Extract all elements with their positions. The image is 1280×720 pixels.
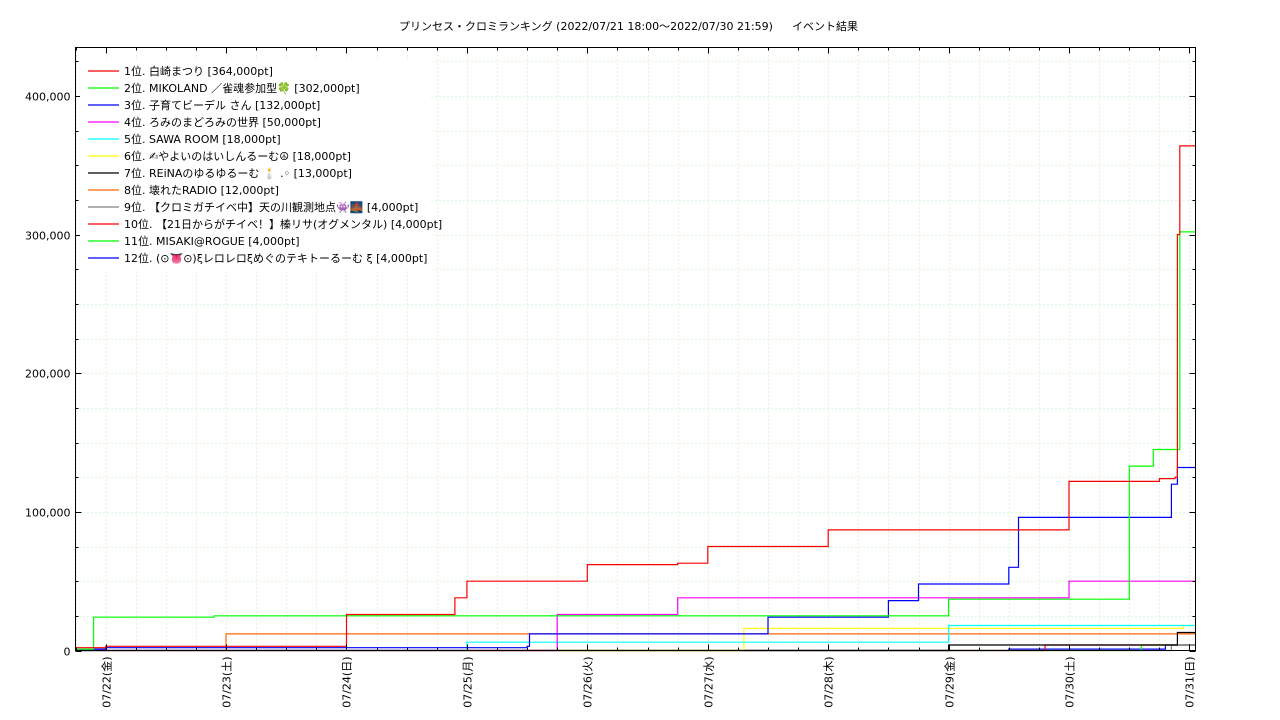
grid [75, 47, 1196, 651]
y-tick-label: 400,000 [25, 91, 71, 104]
legend-entry: 1位. 白崎まつり [364,000pt] [124, 64, 273, 78]
series-line-1 [75, 145, 1196, 649]
legend-entry: 12位. (⊙👅⊙)ξレロレロξめぐのテキトーるーむ ξ [4,000pt] [124, 251, 427, 265]
legend-entry: 5位. SAWA ROOM [18,000pt] [124, 132, 281, 146]
legend-entry: 7位. REiNAのゆるゆるーむ 🕯️ .◦ [13,000pt] [124, 166, 352, 180]
x-tick-label: 07/24(日) [341, 657, 354, 708]
x-tick-label: 07/28(木) [823, 657, 836, 708]
chart-title: プリンセス・クロミランキング (2022/07/21 18:00〜2022/07… [399, 19, 773, 33]
x-tick-label: 07/31(日) [1184, 657, 1197, 708]
chart-subtitle: イベント結果 [792, 19, 858, 33]
x-tick-label: 07/26(火) [582, 657, 595, 708]
series-line-2 [75, 231, 1196, 650]
legend-background [80, 60, 430, 270]
legend-entry: 2位. MIKOLAND ／雀魂参加型🍀 [302,000pt] [124, 81, 360, 95]
legend-entry: 9位. 【クロミガチイベ中】天の川観測地点👾🌉 [4,000pt] [124, 200, 418, 214]
series-line-4 [75, 580, 1196, 652]
legend-entry: 11位. MISAKI@ROGUE [4,000pt] [124, 234, 300, 248]
legend: 1位. 白崎まつり [364,000pt] 2位. MIKOLAND ／雀魂参加型… [80, 60, 442, 270]
x-tick-label: 07/29(金) [943, 657, 957, 708]
axis-ticks: 07/22(金) 07/23(土) 07/24(日) 07/25(月) 07/26(火)… [25, 47, 1197, 708]
x-tick-label: 07/22(金) [100, 657, 114, 708]
x-tick-label: 07/27(水) [703, 657, 716, 708]
x-tick-label: 07/25(月) [462, 657, 475, 708]
series-line-3 [75, 466, 1196, 650]
legend-entry: 8位. 壊れたRADIO [12,000pt] [124, 183, 279, 197]
plot-frame [75, 47, 1196, 651]
legend-entry: 3位. 子育てビーデル さん [132,000pt] [124, 98, 320, 112]
x-tick-label: 07/23(土) [221, 657, 234, 708]
y-tick-label: 100,000 [25, 507, 71, 520]
legend-entry: 6位. ✍やよいのはいしんるーむ☮ [18,000pt] [124, 149, 351, 163]
y-tick-label: 0 [64, 646, 71, 659]
legend-entry: 10位. 【21日からがチイベ！】榛リサ(オグメンタル) [4,000pt] [124, 217, 442, 231]
y-tick-label: 200,000 [25, 368, 71, 381]
x-tick-label: 07/30(土) [1064, 657, 1077, 708]
legend-entry: 4位. ろみのまどろみの世界 [50,000pt] [124, 115, 321, 129]
y-tick-label: 300,000 [25, 230, 71, 243]
